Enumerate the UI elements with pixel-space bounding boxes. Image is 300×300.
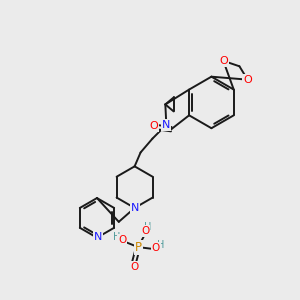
Text: O: O	[149, 121, 158, 131]
Text: O: O	[118, 235, 126, 245]
Text: O: O	[152, 243, 160, 253]
Text: O: O	[141, 226, 149, 236]
Text: P: P	[135, 241, 142, 254]
Text: O: O	[219, 56, 228, 66]
Text: N: N	[94, 232, 102, 242]
Text: H: H	[144, 222, 152, 232]
Text: H: H	[112, 232, 120, 242]
Text: H: H	[157, 240, 165, 250]
Text: N: N	[162, 120, 170, 130]
Text: O: O	[130, 262, 138, 272]
Text: O: O	[243, 75, 252, 85]
Text: N: N	[130, 203, 139, 213]
